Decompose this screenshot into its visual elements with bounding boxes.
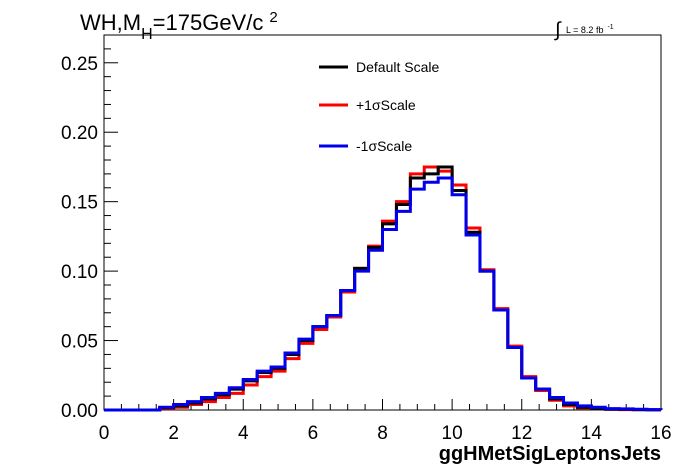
y-tick-label: 0.05 (61, 332, 98, 353)
lumi-superscript: -1 (607, 24, 613, 31)
x-tick-label: 2 (168, 423, 179, 444)
lumi-integral-symbol: ∫ (554, 19, 562, 41)
y-tick-label: 0.20 (61, 123, 98, 144)
chart-title-rest: =175GeV/c (153, 10, 264, 35)
legend-label: -1σScale (356, 138, 412, 154)
y-tick-label: 0.15 (61, 193, 98, 214)
series-layer (104, 165, 663, 412)
x-tick-label: 12 (511, 423, 532, 444)
y-tick-label: 0.00 (61, 401, 98, 422)
chart-title-subscript: H (141, 26, 153, 43)
y-tick-label: 0.25 (61, 54, 98, 75)
y-tick-label: 0.10 (61, 262, 98, 283)
x-tick-label: 4 (238, 423, 249, 444)
x-axis: 0 2 4 6 8 10 12 14 16 (99, 399, 672, 444)
x-tick-label: 6 (308, 423, 319, 444)
legend-label: Default Scale (356, 59, 439, 75)
chart-title-main: WH,M (80, 10, 141, 35)
x-tick-label: 0 (99, 423, 110, 444)
lumi-label: L = 8.2 fb -1 (566, 24, 614, 35)
chart-title-superscript: 2 (269, 9, 277, 26)
x-tick-label: 16 (650, 423, 671, 444)
x-tick-label: 10 (442, 423, 463, 444)
legend: Default Scale +1σScale -1σScale (319, 59, 439, 154)
y-axis: 0.00 0.05 0.10 0.15 0.20 0.25 (61, 34, 118, 422)
x-tick-label: 8 (377, 423, 388, 444)
x-tick-label: 14 (581, 423, 603, 444)
x-axis-title: ggHMetSigLeptonsJets (439, 443, 661, 465)
lumi-text: L = 8.2 fb (566, 25, 603, 35)
series-line-2 (104, 176, 663, 412)
chart-title: WH,MH=175GeV/c 2 (80, 9, 278, 43)
legend-label: +1σScale (356, 97, 416, 113)
